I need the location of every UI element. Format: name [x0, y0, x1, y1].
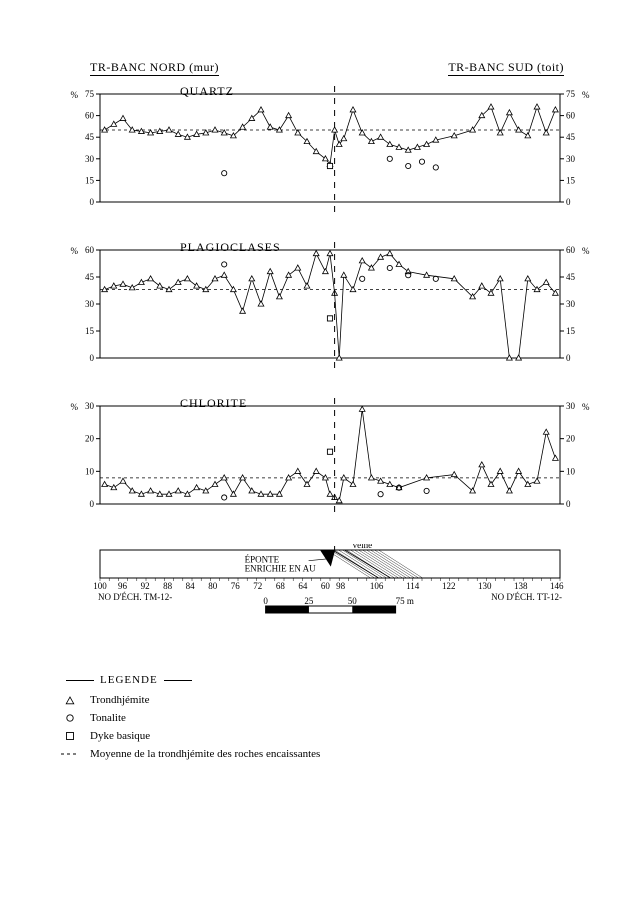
- panel-title: QUARTZ: [180, 84, 234, 99]
- section-headers: TR-BANC NORD (mur) TR-BANC SUD (toit): [70, 60, 584, 84]
- chart-panel: QUARTZ0015153030454560607575%%: [70, 86, 584, 216]
- svg-text:0: 0: [90, 499, 95, 509]
- svg-text:30: 30: [566, 401, 576, 411]
- svg-text:45: 45: [566, 272, 576, 282]
- svg-text:%: %: [71, 402, 79, 412]
- legend-label: Trondhjémite: [90, 694, 150, 706]
- svg-text:30: 30: [85, 401, 95, 411]
- svg-text:75 m: 75 m: [396, 596, 414, 606]
- svg-text:NO D'ÉCH. TT-12-: NO D'ÉCH. TT-12-: [491, 592, 562, 602]
- svg-text:60: 60: [566, 111, 576, 121]
- svg-text:30: 30: [566, 154, 576, 164]
- svg-text:25: 25: [304, 596, 314, 606]
- svg-text:15: 15: [85, 326, 95, 336]
- svg-text:60: 60: [566, 245, 576, 255]
- svg-text:0: 0: [566, 197, 571, 207]
- legend-dash-icon: [60, 748, 80, 760]
- svg-text:60: 60: [85, 111, 95, 121]
- legend-title: LEGENDE: [60, 674, 584, 686]
- svg-text:NO D'ÉCH. TM-12-: NO D'ÉCH. TM-12-: [98, 592, 172, 602]
- svg-text:130: 130: [478, 581, 492, 591]
- svg-text:%: %: [582, 246, 590, 256]
- legend-circ-icon: [60, 712, 80, 724]
- svg-text:96: 96: [118, 581, 128, 591]
- svg-text:20: 20: [566, 434, 576, 444]
- sample-strip: ÉPONTEENRICHIE EN AUveine100969288848076…: [70, 544, 584, 634]
- svg-text:0: 0: [263, 596, 268, 606]
- legend-row: Dyke basique: [60, 730, 584, 742]
- svg-text:%: %: [71, 246, 79, 256]
- svg-text:%: %: [582, 402, 590, 412]
- chart-svg: 0 0 15 15 30 30 45 45 60 60%%: [70, 242, 590, 372]
- legend-row: Trondhjémite: [60, 694, 584, 706]
- legend-sq-icon: [60, 730, 80, 742]
- svg-text:30: 30: [85, 299, 95, 309]
- svg-text:80: 80: [208, 581, 218, 591]
- svg-text:114: 114: [406, 581, 420, 591]
- svg-text:50: 50: [348, 596, 358, 606]
- legend-tri-icon: [60, 694, 80, 706]
- svg-text:0: 0: [566, 499, 571, 509]
- chart-svg: 0 0 10 10 20 20 30 30%%: [70, 398, 590, 518]
- svg-text:88: 88: [163, 581, 173, 591]
- svg-text:45: 45: [85, 132, 95, 142]
- svg-text:146: 146: [550, 581, 564, 591]
- svg-text:10: 10: [85, 466, 95, 476]
- chart-svg: 0 0 15 15 30 30 45 45 60 60 75 75%%: [70, 86, 590, 216]
- legend: LEGENDE Trondhjémite Tonalite Dyke basique…: [60, 674, 584, 760]
- svg-text:30: 30: [85, 154, 95, 164]
- svg-text:68: 68: [276, 581, 286, 591]
- svg-text:100: 100: [93, 581, 107, 591]
- svg-text:0: 0: [90, 197, 95, 207]
- svg-text:%: %: [582, 90, 590, 100]
- svg-text:0: 0: [566, 353, 571, 363]
- figure-page: TR-BANC NORD (mur) TR-BANC SUD (toit) QU…: [70, 60, 584, 766]
- panel-title: CHLORITE: [180, 396, 247, 411]
- header-left: TR-BANC NORD (mur): [90, 60, 219, 75]
- svg-text:76: 76: [231, 581, 241, 591]
- svg-text:75: 75: [85, 89, 95, 99]
- legend-row: Moyenne de la trondhjémite des roches en…: [60, 748, 584, 760]
- svg-text:64: 64: [298, 581, 308, 591]
- svg-text:15: 15: [566, 326, 576, 336]
- panel-title: PLAGIOCLASES: [180, 240, 281, 255]
- svg-text:138: 138: [514, 581, 528, 591]
- svg-text:60: 60: [321, 581, 331, 591]
- svg-text:15: 15: [85, 175, 95, 185]
- svg-text:98: 98: [336, 581, 346, 591]
- svg-text:45: 45: [566, 132, 576, 142]
- svg-text:45: 45: [85, 272, 95, 282]
- svg-text:20: 20: [85, 434, 95, 444]
- chart-panels: QUARTZ 0 0 15 15 30 30 45 45 60 60 75 75%% PLAGIOCLAS…: [70, 86, 584, 518]
- svg-text:60: 60: [85, 245, 95, 255]
- chart-panel: PLAGIOCLASES001515303045456060%%: [70, 242, 584, 372]
- svg-text:30: 30: [566, 299, 576, 309]
- svg-text:92: 92: [141, 581, 150, 591]
- svg-text:15: 15: [566, 175, 576, 185]
- svg-text:72: 72: [253, 581, 262, 591]
- chart-panel: CHLORITE00101020203030%%: [70, 398, 584, 518]
- svg-text:122: 122: [442, 581, 456, 591]
- svg-text:veine: veine: [353, 544, 373, 550]
- svg-text:75: 75: [566, 89, 576, 99]
- legend-label: Moyenne de la trondhjémite des roches en…: [90, 748, 320, 760]
- legend-row: Tonalite: [60, 712, 584, 724]
- svg-text:10: 10: [566, 466, 576, 476]
- svg-text:84: 84: [186, 581, 196, 591]
- svg-text:%: %: [71, 90, 79, 100]
- legend-label: Tonalite: [90, 712, 126, 724]
- legend-label: Dyke basique: [90, 730, 150, 742]
- svg-text:ENRICHIE EN AU: ENRICHIE EN AU: [245, 564, 316, 574]
- svg-text:106: 106: [370, 581, 384, 591]
- svg-text:0: 0: [90, 353, 95, 363]
- header-right: TR-BANC SUD (toit): [448, 60, 564, 75]
